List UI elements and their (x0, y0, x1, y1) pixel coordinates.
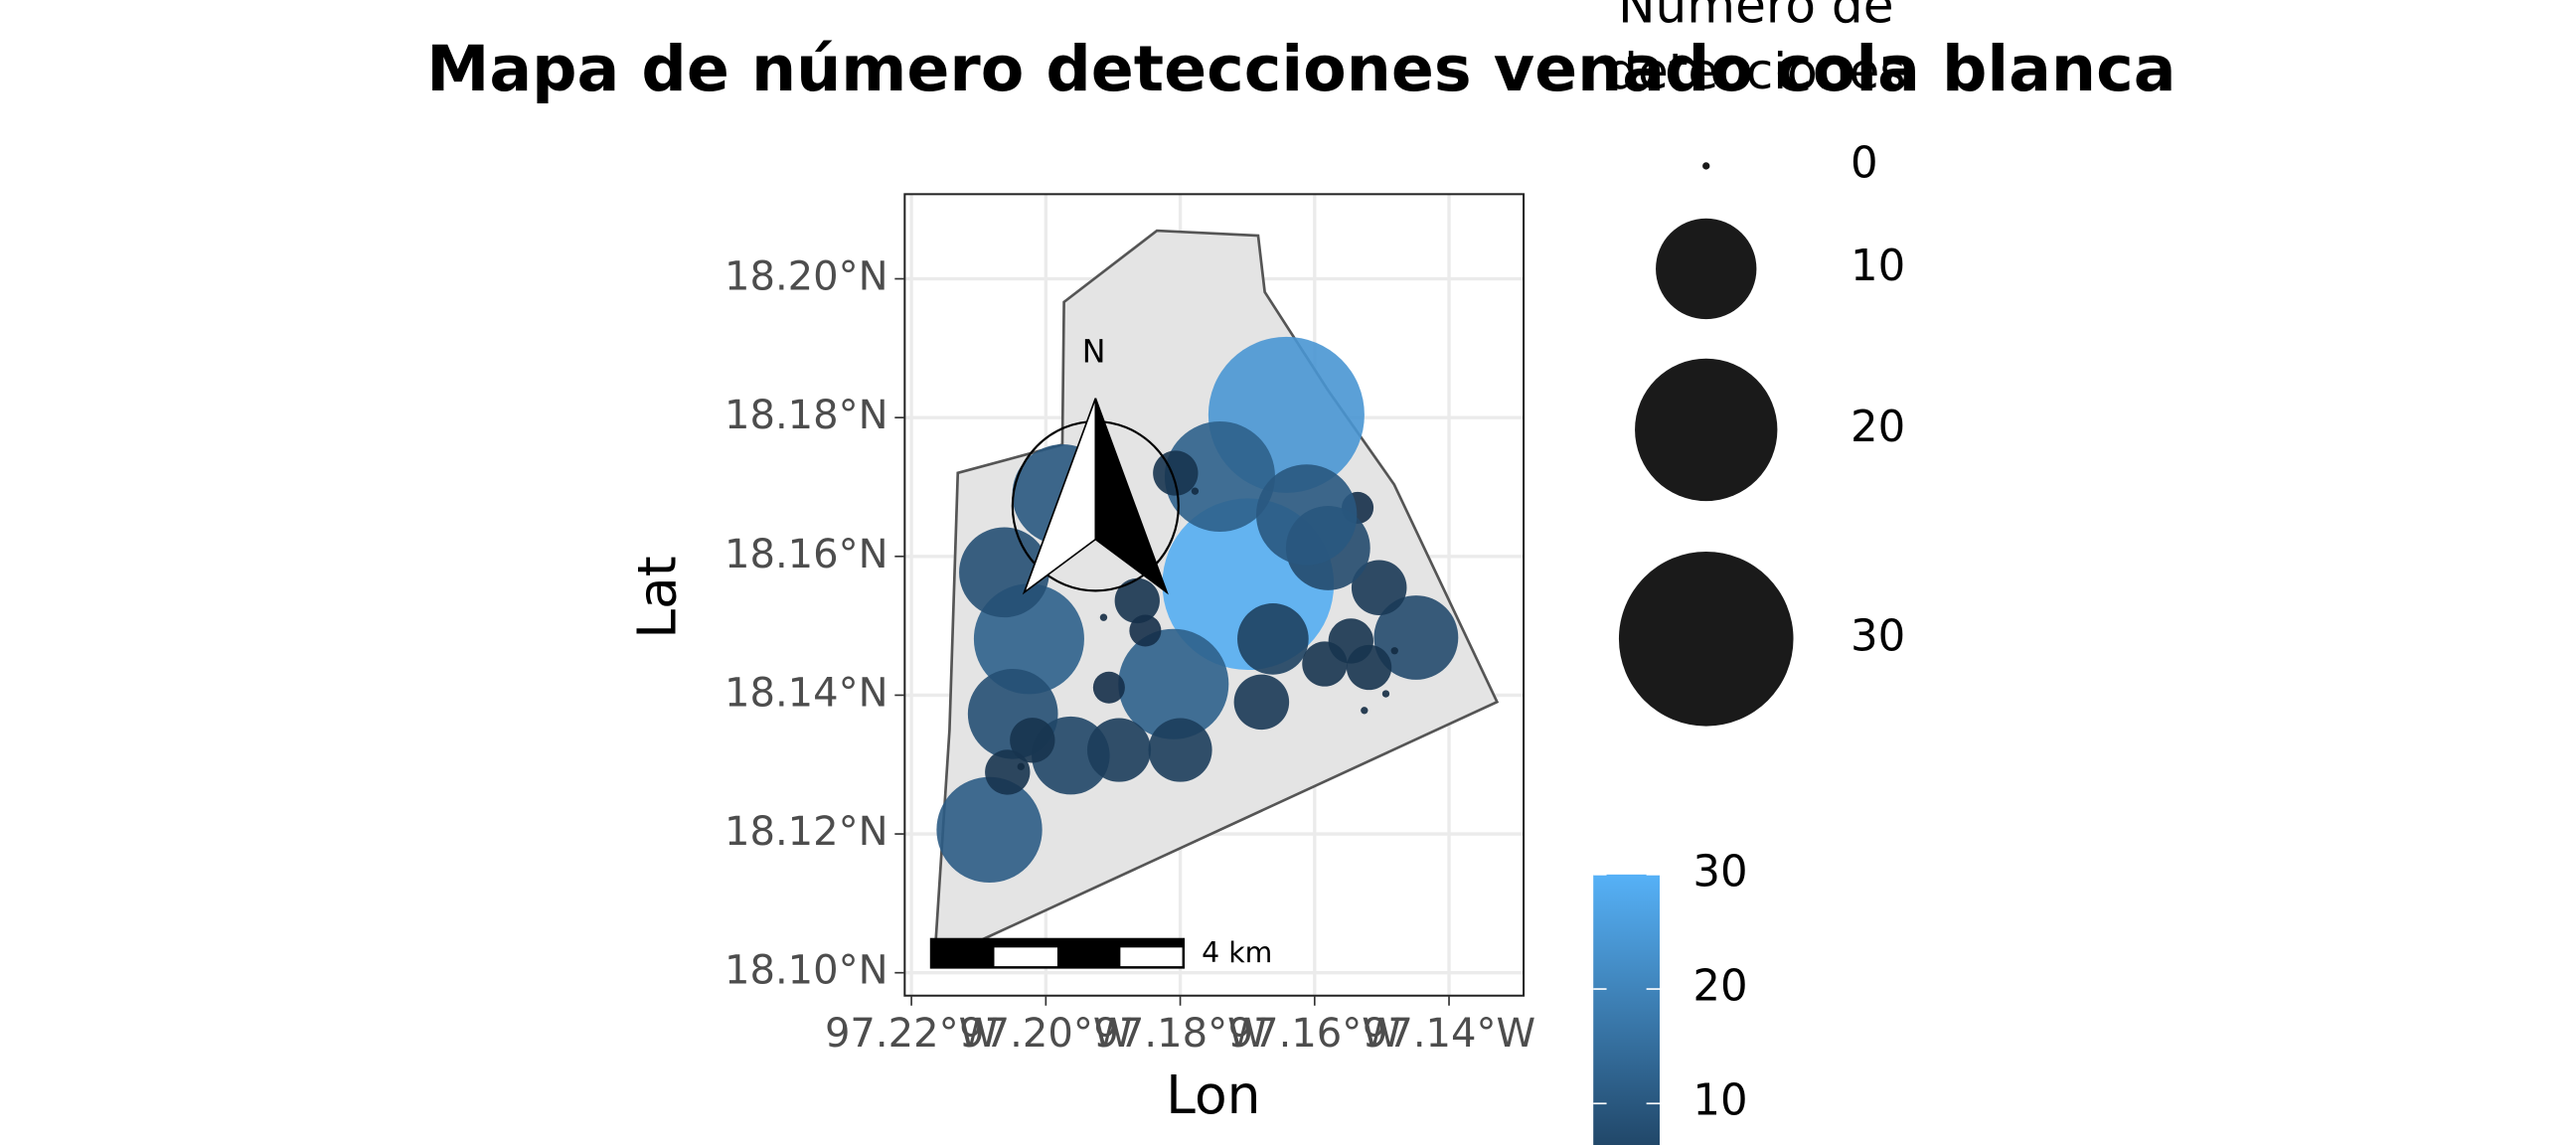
bubble (1148, 718, 1212, 782)
y-tick-label: 18.10°N (724, 948, 888, 994)
bubble (1191, 487, 1200, 495)
y-tick-label: 18.14°N (724, 670, 888, 716)
y-tick-label: 18.18°N (724, 393, 888, 438)
bubble (1237, 603, 1309, 675)
legend-size-key (1618, 551, 1794, 727)
y-tick-label: 18.16°N (724, 532, 888, 577)
north-label: N (1082, 335, 1106, 371)
legend-size-key (1702, 162, 1710, 170)
colorbar-label: 20 (1692, 962, 1747, 1012)
bubble (1361, 707, 1368, 715)
north-arrow: N (1011, 335, 1180, 595)
bubble (1164, 420, 1275, 533)
bubble (1010, 718, 1055, 763)
bubble (1092, 671, 1125, 704)
chart-title: Mapa de número detecciones venado cola b… (426, 32, 2175, 105)
bubble (1390, 647, 1398, 655)
bubble (1255, 464, 1358, 566)
bubble (1233, 674, 1290, 731)
x-tick-label: 97.14°W (1363, 1011, 1535, 1057)
x-tick-label: 97.16°W (1228, 1011, 1401, 1057)
bubble (1017, 762, 1025, 771)
legend-size-label: 0 (1851, 138, 1878, 188)
bubble (936, 776, 1043, 884)
colorbar (1593, 874, 1660, 1145)
y-tick-label: 18.12°N (724, 809, 888, 855)
colorbar-label: 10 (1692, 1076, 1747, 1126)
bubble (1351, 560, 1407, 615)
bubble (959, 527, 1049, 618)
bubble (1373, 595, 1459, 680)
scale-bar: 4 km (929, 936, 1272, 969)
y-tick-label: 18.20°N (724, 254, 888, 300)
bubble (1129, 614, 1162, 647)
legend-size-label: 10 (1851, 242, 1905, 291)
y-axis-label: Lat (626, 556, 689, 638)
legend-size-key (1656, 218, 1757, 320)
bubble (985, 749, 1031, 795)
bubble (1086, 718, 1152, 782)
bubble (1114, 577, 1160, 624)
bubble (1153, 450, 1199, 496)
x-tick-label: 97.20°W (959, 1011, 1132, 1057)
north-right (1094, 398, 1169, 595)
legend-size-label: 20 (1851, 403, 1905, 452)
bubble (1099, 613, 1108, 621)
scale-seg (931, 938, 1184, 948)
legend-title: Número de detecciones (1606, 0, 1905, 100)
bubble (1381, 690, 1390, 698)
legend-size-label: 30 (1851, 611, 1905, 661)
scale-label: 4 km (1202, 936, 1272, 969)
colorbar-label: 30 (1692, 847, 1747, 897)
legend-size-key (1635, 358, 1778, 502)
bubble (1118, 628, 1229, 739)
x-tick-label: 97.22°W (825, 1011, 998, 1057)
x-tick-label: 97.18°W (1093, 1011, 1266, 1057)
x-axis-label: Lon (1166, 1063, 1260, 1126)
panel-border (903, 193, 1526, 997)
bubble (1346, 644, 1392, 691)
